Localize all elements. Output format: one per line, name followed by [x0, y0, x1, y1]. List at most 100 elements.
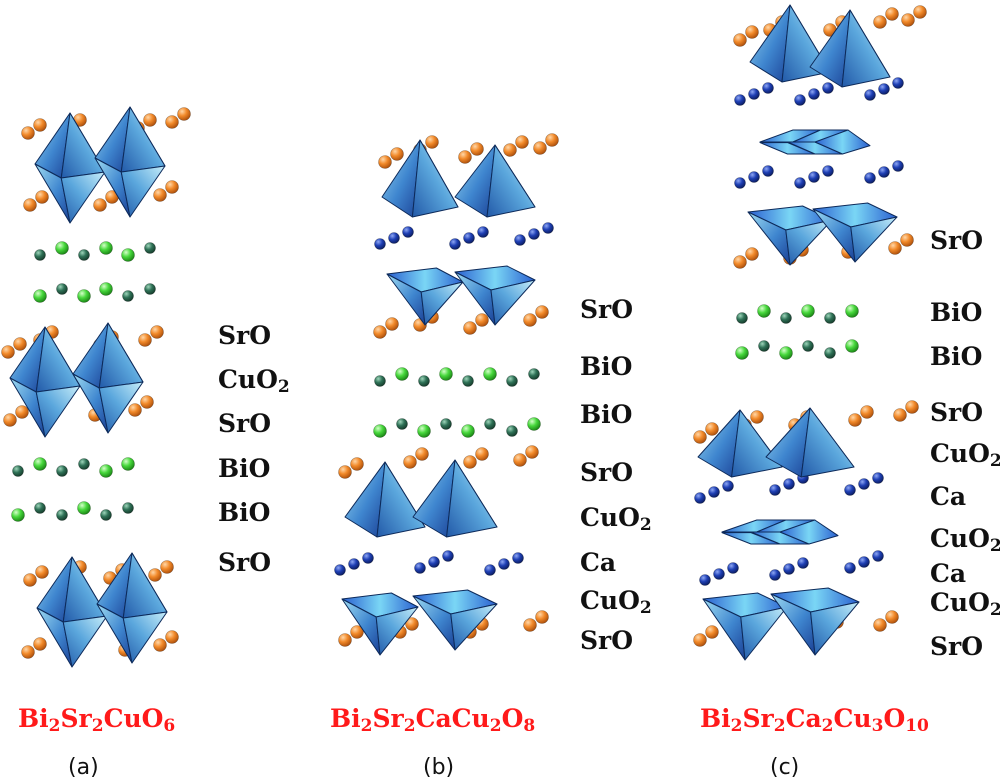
- oxygen-atom-76: [425, 135, 439, 149]
- bismuth-atom-182: [845, 304, 859, 318]
- pyramid-face-88: [810, 601, 860, 656]
- oxygen-atom-149: [901, 13, 915, 27]
- oxygen-atom-73: [378, 155, 392, 169]
- oxygen-atom-150: [913, 5, 927, 19]
- oxygen-atom-80: [515, 135, 529, 149]
- bismuth-atom-45: [12, 465, 24, 477]
- calcium-atom-160: [734, 177, 746, 189]
- octahedron-face-10: [120, 165, 166, 218]
- oxygen-atom-9: [23, 198, 37, 212]
- layer-label-b-8: SrO: [580, 626, 634, 655]
- oxygen-atom-118: [403, 455, 417, 469]
- atoms-layer: [1, 5, 927, 659]
- calcium-atom-151: [734, 94, 746, 106]
- calcium-atom-210: [727, 562, 739, 574]
- oxygen-atom-64: [160, 560, 174, 574]
- layer-label-a-4: BiO: [218, 454, 271, 483]
- polyhedra-layer: [9, 4, 898, 668]
- pyramid-face-85: [740, 606, 788, 661]
- bismuth-atom-177: [736, 312, 748, 324]
- calcium-atom-126: [362, 552, 374, 564]
- oxygen-atom-72: [165, 630, 179, 644]
- calcium-atom-156: [822, 82, 834, 94]
- formula-c: Bi2Sr2Ca2Cu3O10: [700, 704, 929, 736]
- oxygen-atom-142: [745, 25, 759, 39]
- pyramid-face-45: [376, 461, 426, 538]
- bismuth-atom-109: [396, 418, 408, 430]
- calcium-atom-162: [762, 165, 774, 177]
- panel-tag-a: (a): [68, 755, 99, 780]
- oxygen-atom-71: [153, 638, 167, 652]
- bismuth-atom-20: [99, 241, 113, 255]
- bismuth-atom-21: [121, 248, 135, 262]
- pyramid-face-48: [446, 459, 498, 538]
- bismuth-atom-49: [99, 464, 113, 478]
- oxygen-atom-119: [415, 447, 429, 461]
- octahedron-face-15: [35, 385, 81, 438]
- formula-a: Bi2Sr2CuO6: [18, 704, 176, 736]
- calcium-atom-201: [722, 480, 734, 492]
- bismuth-atom-111: [440, 418, 452, 430]
- oxygen-atom-77: [458, 150, 472, 164]
- oxygen-atom-65: [21, 645, 35, 659]
- calcium-atom-130: [484, 564, 496, 576]
- layer-label-a-1: SrO: [218, 321, 272, 350]
- oxygen-atom-133: [338, 633, 352, 647]
- oxygen-atom-116: [338, 465, 352, 479]
- octahedron-face-5: [60, 171, 106, 224]
- oxygen-atom-170: [745, 247, 759, 261]
- layer-label-b-3: BiO: [580, 400, 633, 429]
- bismuth-atom-23: [33, 289, 47, 303]
- bismuth-atom-115: [527, 417, 541, 431]
- oxygen-atom-13: [93, 198, 107, 212]
- calcium-atom-161: [748, 171, 760, 183]
- bismuth-atom-26: [99, 282, 113, 296]
- calcium-atom-209: [713, 568, 725, 580]
- pyramid-face-71: [850, 216, 898, 263]
- bismuth-atom-24: [56, 283, 68, 295]
- pyramid-face-36: [486, 144, 536, 218]
- cuo2-plane-tile-82: [779, 519, 839, 545]
- oxygen-atom-1: [21, 126, 35, 140]
- layer-label-b-1: SrO: [580, 295, 634, 324]
- oxygen-atom-198: [905, 400, 919, 414]
- oxygen-atom-136: [405, 617, 419, 631]
- oxygen-atom-6: [143, 113, 157, 127]
- layer-label-c-9: CuO2: [930, 588, 1000, 620]
- cuo2-plane-tile-65: [814, 129, 871, 155]
- bismuth-atom-112: [461, 424, 475, 438]
- layer-label-c-3: BiO: [930, 342, 983, 371]
- oxygen-atom-16: [165, 180, 179, 194]
- oxygen-atom-74: [390, 147, 404, 161]
- calcium-atom-132: [512, 552, 524, 564]
- oxygen-atom-175: [888, 241, 902, 255]
- oxygen-atom-134: [350, 625, 364, 639]
- octahedron-face-20: [98, 381, 144, 434]
- bismuth-atom-103: [439, 367, 453, 381]
- oxygen-atom-58: [35, 565, 49, 579]
- bismuth-atom-102: [418, 375, 430, 387]
- oxygen-atom-189: [693, 430, 707, 444]
- oxygen-atom-196: [860, 405, 874, 419]
- calcium-atom-215: [858, 556, 870, 568]
- layer-label-b-5: CuO2: [580, 503, 652, 535]
- bismuth-atom-100: [374, 375, 386, 387]
- oxygen-atom-117: [350, 457, 364, 471]
- oxygen-atom-35: [138, 333, 152, 347]
- oxygen-atom-122: [513, 453, 527, 467]
- oxygen-atom-99: [535, 305, 549, 319]
- pyramid-face-60: [841, 9, 891, 88]
- oxygen-atom-2: [33, 118, 47, 132]
- oxygen-atom-57: [23, 573, 37, 587]
- bismuth-atom-188: [845, 339, 859, 353]
- bismuth-atom-28: [144, 283, 156, 295]
- oxygen-atom-97: [475, 313, 489, 327]
- oxygen-atom-7: [165, 115, 179, 129]
- calcium-atom-84: [388, 232, 400, 244]
- bismuth-atom-25: [77, 289, 91, 303]
- calcium-atom-166: [864, 172, 876, 184]
- calcium-atom-199: [694, 492, 706, 504]
- bismuth-atom-48: [78, 458, 90, 470]
- panel-tag-b: (b): [423, 755, 455, 780]
